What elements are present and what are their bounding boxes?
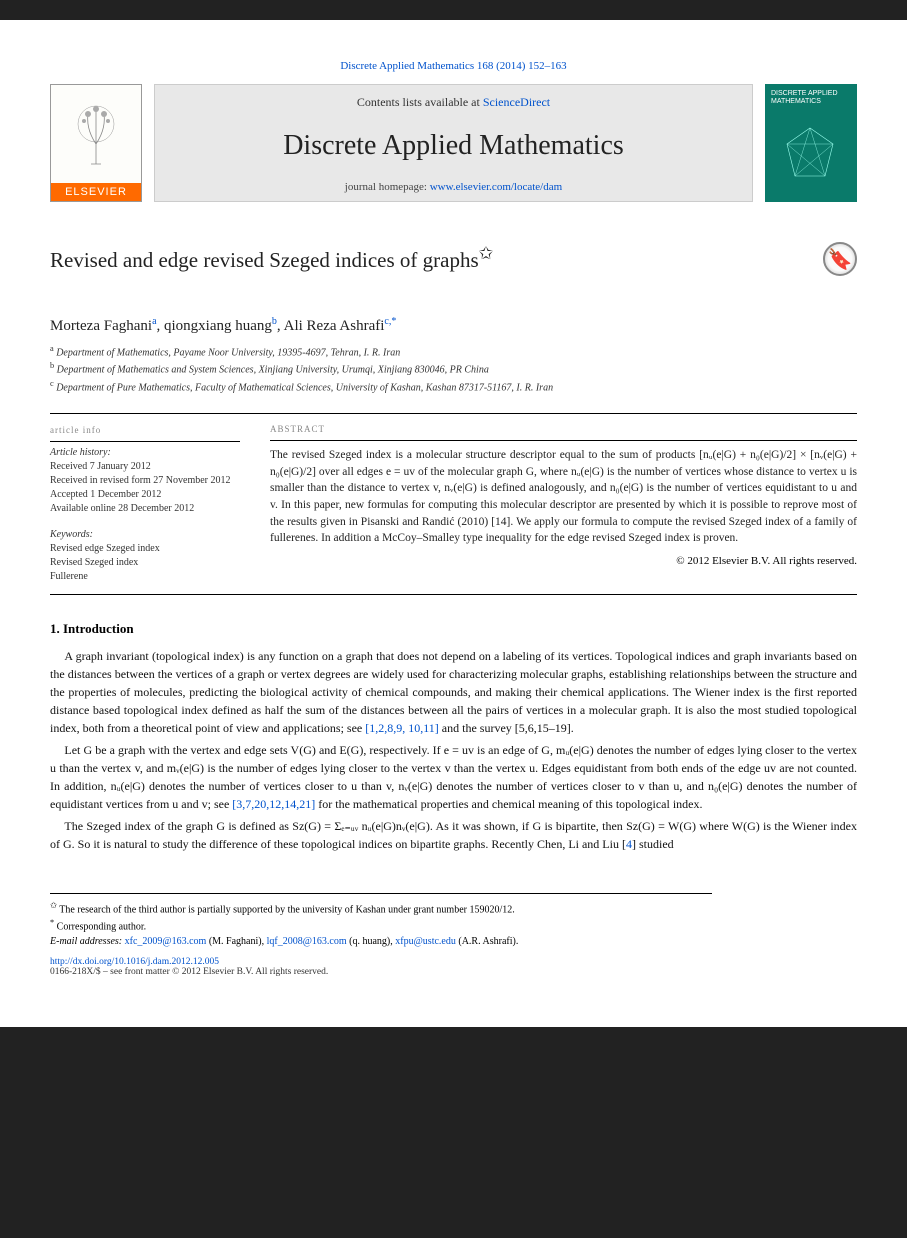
email-2-name: (q. huang), [347,936,396,947]
intro-p3: The Szeged index of the graph G is defin… [50,817,857,853]
sciencedirect-link[interactable]: ScienceDirect [483,95,550,109]
p2-refs-link[interactable]: [3,7,20,12,14,21] [232,797,315,811]
p3-text: The Szeged index of the graph G is defin… [50,819,857,851]
article-info-column: ARTICLE INFO Article history: Received 7… [50,424,240,584]
contents-line: Contents lists available at ScienceDirec… [357,95,550,110]
cover-title: DISCRETE APPLIED MATHEMATICS [771,90,851,105]
email-1[interactable]: xfc_2009@163.com [125,936,207,947]
affiliation-a: a Department of Mathematics, Payame Noor… [50,343,857,360]
aff-c-text: Department of Pure Mathematics, Faculty … [56,382,553,393]
note1-marker: ✩ [50,901,57,910]
divider [270,440,857,441]
journal-cover-thumbnail[interactable]: DISCRETE APPLIED MATHEMATICS [765,84,857,202]
footnotes: ✩ The research of the third author is pa… [50,893,712,950]
crossmark-badge[interactable]: 🔖 [823,242,857,276]
title-note-marker: ✩ [479,243,494,263]
available-online: Available online 28 December 2012 [50,502,240,516]
email-3[interactable]: xfpu@ustc.edu [395,936,456,947]
history-head: Article history: [50,446,240,460]
meta-abstract-row: ARTICLE INFO Article history: Received 7… [50,424,857,584]
homepage-link[interactable]: www.elsevier.com/locate/dam [430,181,562,193]
doi-link[interactable]: http://dx.doi.org/10.1016/j.dam.2012.12.… [50,957,857,967]
title-row: Revised and edge revised Szeged indices … [50,242,857,276]
note1-text: The research of the third author is part… [57,904,515,915]
bookmark-icon: 🔖 [828,247,853,272]
corr-text: Corresponding author. [54,921,146,932]
affiliation-c: c Department of Pure Mathematics, Facult… [50,378,857,395]
elsevier-brand-text: ELSEVIER [51,183,141,201]
divider [50,594,857,595]
homepage-prefix: journal homepage: [345,181,430,193]
affiliations: a Department of Mathematics, Payame Noor… [50,343,857,395]
footnote-funding: ✩ The research of the third author is pa… [50,900,712,917]
elsevier-tree-icon [51,85,141,183]
paper-page: Discrete Applied Mathematics 168 (2014) … [0,20,907,1027]
intro-body: A graph invariant (topological index) is… [50,647,857,853]
authors-line: Morteza Faghania, qiongxiang huangb, Ali… [50,316,857,335]
divider [50,413,857,414]
doi-block: http://dx.doi.org/10.1016/j.dam.2012.12.… [50,957,857,977]
affiliation-b: b Department of Mathematics and System S… [50,360,857,377]
doi-copyright: 0166-218X/$ – see front matter © 2012 El… [50,967,857,977]
author-3: Ali Reza Ashrafi [284,318,385,334]
keyword-2: Revised Szeged index [50,556,240,570]
received: Received 7 January 2012 [50,460,240,474]
intro-p1: A graph invariant (topological index) is… [50,647,857,737]
citation-reference: Discrete Applied Mathematics 168 (2014) … [50,60,857,72]
divider [50,441,240,442]
footnote-emails: E-mail addresses: xfc_2009@163.com (M. F… [50,934,712,949]
email-3-name: (A.R. Ashrafi). [456,936,519,947]
homepage-line: journal homepage: www.elsevier.com/locat… [345,181,562,193]
aff-a-text: Department of Mathematics, Payame Noor U… [56,347,400,358]
journal-banner: Contents lists available at ScienceDirec… [154,84,753,202]
author-1-aff[interactable]: a [152,316,156,327]
keywords-head: Keywords: [50,528,240,542]
article-info-head: ARTICLE INFO [50,424,240,437]
abstract-head: ABSTRACT [270,424,857,434]
abstract-copyright: © 2012 Elsevier B.V. All rights reserved… [270,555,857,567]
keyword-3: Fullerene [50,570,240,584]
p3-cont: ] studied [632,837,674,851]
journal-name: Discrete Applied Mathematics [283,130,624,162]
abstract-column: ABSTRACT The revised Szeged index is a m… [270,424,857,584]
section-intro-head: 1. Introduction [50,621,857,637]
author-3-aff[interactable]: c,* [384,316,396,327]
journal-header: ELSEVIER Contents lists available at Sci… [50,84,857,202]
author-2: qiongxiang huang [164,318,272,334]
article-title: Revised and edge revised Szeged indices … [50,242,493,274]
p1-cont: and the survey [5,6,15–19]. [439,721,574,735]
p1-refs-link[interactable]: [1,2,8,9, 10,11] [365,721,439,735]
cover-graph-icon [783,126,838,181]
email-1-name: (M. Faghani), [206,936,266,947]
email-2[interactable]: lqf_2008@163.com [267,936,347,947]
author-2-aff[interactable]: b [272,316,277,327]
abstract-text: The revised Szeged index is a molecular … [270,447,857,547]
keyword-1: Revised edge Szeged index [50,542,240,556]
author-1: Morteza Faghani [50,318,152,334]
intro-p2: Let G be a graph with the vertex and edg… [50,741,857,813]
elsevier-logo[interactable]: ELSEVIER [50,84,142,202]
footnote-corresponding: * Corresponding author. [50,917,712,934]
email-label: E-mail addresses: [50,936,122,947]
p2-cont: for the mathematical properties and chem… [315,797,702,811]
received-revised: Received in revised form 27 November 201… [50,474,240,488]
accepted: Accepted 1 December 2012 [50,488,240,502]
contents-prefix: Contents lists available at [357,95,483,109]
title-text: Revised and edge revised Szeged indices … [50,248,479,272]
aff-b-text: Department of Mathematics and System Sci… [57,365,489,376]
